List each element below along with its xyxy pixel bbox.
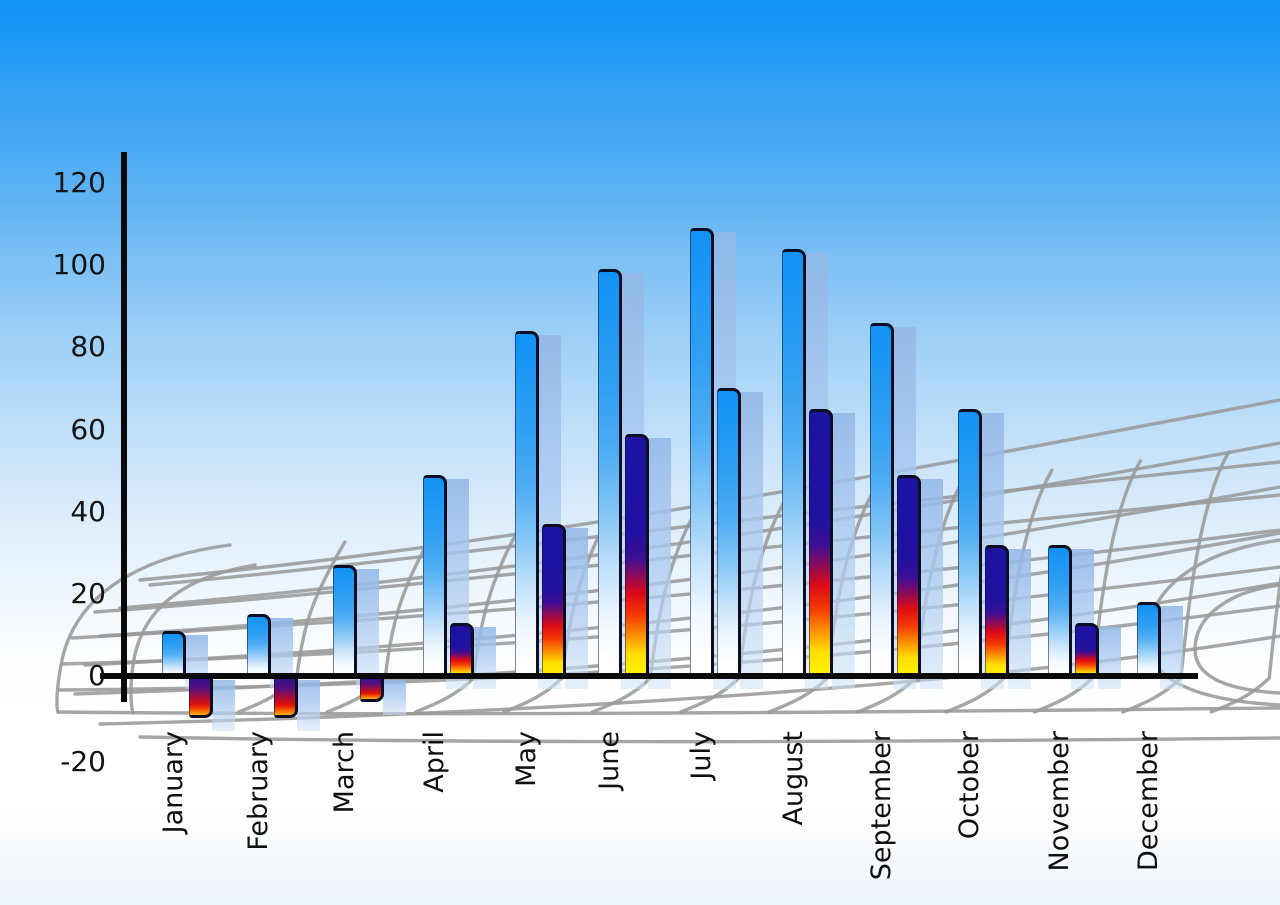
x-tick-label-june: June	[594, 731, 625, 790]
bar-march-secondary	[360, 677, 384, 702]
bar-july-primary	[690, 228, 714, 678]
y-tick-label-0: 0	[88, 659, 106, 692]
y-tick-label-60: 60	[70, 412, 106, 446]
bar-june-secondary	[625, 433, 649, 678]
y-tick-label-100: 100	[52, 248, 106, 282]
bar-april-primary	[423, 474, 447, 678]
x-tick-label-november: November	[1044, 731, 1075, 872]
bar-may-primary	[515, 330, 539, 678]
x-tick-label-december: December	[1133, 731, 1164, 872]
bar-february-primary	[247, 614, 271, 678]
y-tick-label-80: 80	[70, 330, 106, 364]
y-tick-label--20: -20	[60, 745, 106, 779]
bar-march-primary	[333, 565, 357, 678]
bar-shadow-may-secondary-shadow	[565, 528, 588, 689]
x-tick-label-january: January	[158, 731, 189, 834]
bar-october-secondary	[985, 544, 1009, 678]
bar-may-secondary	[542, 524, 566, 678]
y-axis-line	[121, 152, 127, 702]
bar-february-secondary	[274, 677, 298, 719]
x-tick-label-august: August	[778, 731, 809, 826]
x-tick-label-february: February	[243, 731, 274, 851]
bar-shadow-july-secondary-shadow	[740, 392, 763, 689]
bar-august-primary	[782, 248, 806, 678]
x-tick-label-may: May	[511, 731, 542, 787]
y-tick-label-40: 40	[70, 494, 106, 528]
bar-shadow-september-secondary-shadow	[920, 478, 943, 689]
y-tick-label-20: 20	[70, 576, 106, 610]
bar-november-primary	[1048, 544, 1072, 678]
bar-july-secondary	[717, 388, 741, 678]
bar-october-primary	[958, 408, 982, 678]
bar-shadow-august-secondary-shadow	[832, 412, 855, 689]
x-tick-label-july: July	[686, 731, 717, 780]
x-tick-label-march: March	[329, 731, 360, 814]
x-axis-line	[100, 673, 1198, 679]
bar-november-secondary	[1075, 622, 1099, 678]
bar-september-primary	[870, 322, 894, 678]
bar-september-secondary	[897, 474, 921, 678]
bar-january-primary	[162, 630, 186, 678]
bar-shadow-october-secondary-shadow	[1008, 548, 1031, 689]
bar-shadow-march-secondary-shadow	[383, 680, 406, 715]
bar-shadow-february-primary-shadow	[270, 618, 293, 689]
bar-shadow-march-primary-shadow	[356, 569, 379, 689]
bar-shadow-december-primary-shadow	[1160, 606, 1183, 689]
x-tick-label-april: April	[419, 731, 450, 793]
bar-shadow-june-secondary-shadow	[648, 437, 671, 689]
x-tick-label-october: October	[954, 731, 985, 840]
bar-december-primary	[1137, 602, 1161, 678]
bar-shadow-january-secondary-shadow	[212, 680, 235, 732]
bar-april-secondary	[450, 622, 474, 678]
x-tick-label-september: September	[866, 731, 897, 881]
bar-august-secondary	[809, 408, 833, 678]
bar-june-primary	[598, 269, 622, 678]
y-tick-label-120: 120	[52, 166, 106, 200]
bar-january-secondary	[189, 677, 213, 719]
bar-shadow-february-secondary-shadow	[297, 680, 320, 732]
